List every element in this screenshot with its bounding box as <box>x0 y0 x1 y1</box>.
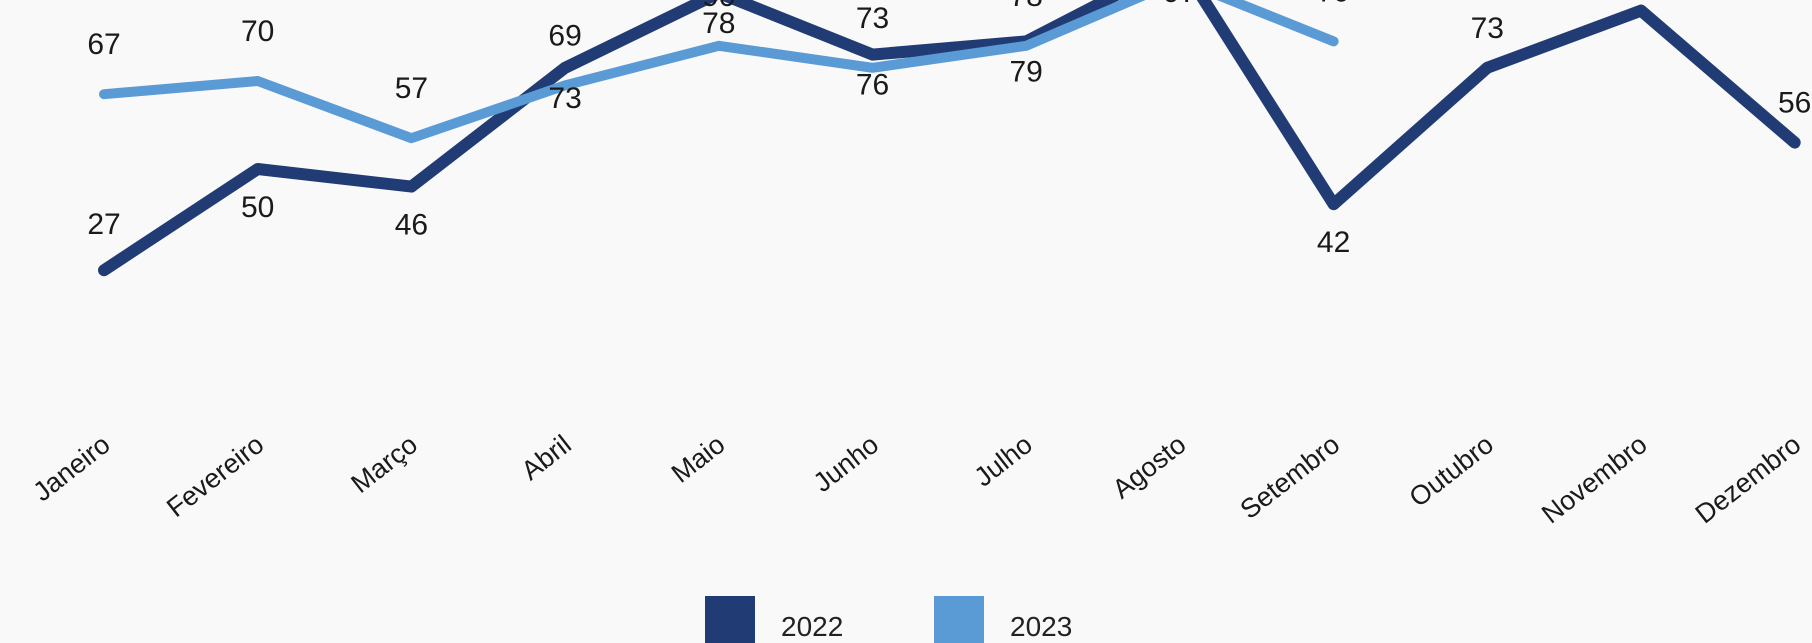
data-label-2022-11: 56 <box>1778 87 1811 120</box>
data-label-2023-2: 57 <box>395 72 428 105</box>
x-tick-11: Dezembro <box>1690 429 1807 529</box>
data-label-2022-5: 76 <box>856 69 889 102</box>
data-label-2022-6: 79 <box>1010 55 1043 88</box>
x-tick-7: Agosto <box>1107 429 1192 504</box>
data-label-2022-1: 50 <box>241 191 274 224</box>
data-label-2022-4: 78 <box>702 7 735 40</box>
x-tick-1: Fevereiro <box>161 429 269 523</box>
data-label-2023-1: 70 <box>241 15 274 48</box>
data-label-2022-9: 73 <box>1471 12 1504 45</box>
series-lines <box>98 0 1801 277</box>
legend-label-2023: 2023 <box>1010 611 1072 642</box>
x-tick-8: Setembro <box>1235 429 1346 525</box>
data-label-2022-0: 27 <box>87 208 120 241</box>
data-labels: 2750467378767997427386566770576990737893… <box>87 0 1811 259</box>
data-label-2022-7: 97 <box>1163 0 1196 9</box>
legend-swatch-2023 <box>934 596 984 643</box>
legend-label-2022: 2022 <box>781 611 843 642</box>
data-label-2023-0: 67 <box>87 28 120 61</box>
data-label-2023-5: 73 <box>856 2 889 35</box>
x-tick-0: Janeiro <box>27 429 115 507</box>
x-tick-3: Abril <box>516 429 577 486</box>
data-label-2023-6: 78 <box>1010 0 1043 13</box>
x-tick-5: Junho <box>808 429 884 498</box>
legend-swatch-2022 <box>705 596 755 643</box>
x-tick-2: Março <box>346 429 424 499</box>
data-label-2022-2: 46 <box>395 209 428 242</box>
series-line-2023 <box>99 0 1339 144</box>
data-label-2022-8: 42 <box>1317 226 1350 259</box>
x-tick-10: Novembro <box>1536 429 1653 529</box>
x-tick-9: Outubro <box>1404 429 1499 513</box>
x-axis-ticks: Janeiro Fevereiro Março Abril Maio Junho Julho… <box>27 429 1806 529</box>
data-label-2023-8: 79 <box>1317 0 1350 8</box>
series-line-2022 <box>98 0 1801 277</box>
x-tick-4: Maio <box>666 429 731 489</box>
data-label-2023-3: 69 <box>548 19 581 52</box>
data-label-2023-4: 90 <box>702 0 735 13</box>
legend: 2022 2023 <box>705 596 1072 643</box>
x-tick-6: Julho <box>969 429 1038 492</box>
data-label-2022-3: 73 <box>548 82 581 115</box>
